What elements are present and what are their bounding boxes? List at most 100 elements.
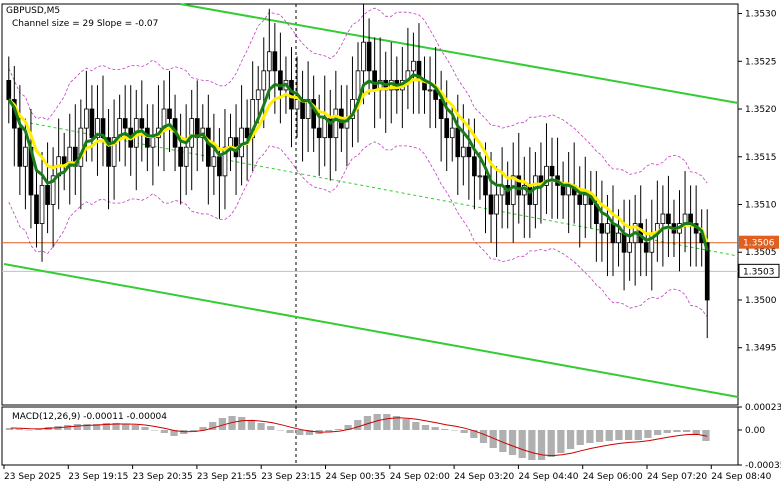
- candle-body: [549, 165, 555, 177]
- time-tick-label: 24 Sep 08:40: [711, 472, 771, 482]
- candle-body: [272, 51, 278, 72]
- candle-body: [627, 242, 632, 253]
- macd-histogram-bar: [189, 430, 198, 431]
- candle-body: [45, 185, 50, 205]
- macd-histogram-bar: [83, 424, 91, 430]
- macd-tick-label: 0.00023: [745, 403, 781, 413]
- price-tick-label: 1.3530: [745, 10, 777, 20]
- price-tick-label: 1.3495: [745, 344, 777, 354]
- time-tick-label: 24 Sep 02:00: [390, 472, 450, 482]
- channel-lower-line: [3, 263, 739, 398]
- moving-averages: [7, 73, 709, 252]
- macd-histogram-bar: [160, 430, 168, 433]
- candle-body: [84, 108, 89, 129]
- current-price-tag: [738, 263, 780, 278]
- level-price-label: 1.3506: [743, 239, 775, 249]
- macd-histogram-bar: [305, 430, 314, 435]
- macd-histogram-bar: [537, 430, 546, 460]
- candle-body: [704, 242, 710, 301]
- macd-histogram-bar: [247, 420, 256, 430]
- candle-body: [510, 175, 516, 205]
- candle-body: [183, 146, 189, 167]
- envelope-lower: [8, 141, 708, 317]
- candle-body: [444, 118, 450, 139]
- macd-histogram-bar: [344, 425, 352, 430]
- candle-body: [39, 185, 45, 224]
- time-tick-label: 24 Sep 07:20: [647, 472, 707, 482]
- current-price-label: 1.3503: [743, 267, 775, 277]
- macd-histogram-bar: [673, 430, 681, 432]
- candle-body: [211, 156, 217, 167]
- candle-body: [372, 70, 377, 91]
- candle-body: [122, 118, 128, 129]
- macd-tick-label: -0.00035: [745, 461, 781, 471]
- candle-body: [167, 108, 172, 119]
- candle-body: [616, 232, 621, 244]
- candle-body: [316, 127, 322, 139]
- macd-histogram-bar: [508, 430, 517, 455]
- candle-body: [660, 213, 666, 224]
- candle-body: [599, 223, 605, 234]
- macd-histogram-bar: [450, 430, 459, 431]
- macd-histogram-bar: [460, 430, 468, 433]
- candle-body: [582, 194, 588, 205]
- candle-body: [427, 89, 433, 92]
- time-tick-label: 23 Sep 20:35: [133, 472, 193, 482]
- macd-histogram-bar: [566, 430, 575, 449]
- macd-histogram-bar: [373, 414, 381, 430]
- envelope-bands: [8, 7, 708, 317]
- candle-body: [89, 108, 95, 139]
- candle-body: [477, 175, 483, 178]
- candle-body: [244, 127, 250, 139]
- macd-histogram-bar: [267, 426, 275, 430]
- macd-histogram-bar: [199, 427, 207, 430]
- candle-body: [322, 118, 328, 139]
- macd-label: MACD(12,26,9) -0.00011 -0.00004: [12, 412, 167, 422]
- macd-histogram-bar: [479, 430, 488, 443]
- candle-body: [666, 213, 671, 224]
- macd-histogram-bar: [151, 430, 159, 431]
- macd-histogram-bar: [692, 430, 700, 434]
- macd-histogram-bar: [431, 427, 439, 430]
- price-tick-label: 1.3520: [745, 105, 777, 115]
- time-tick-label: 24 Sep 00:35: [326, 472, 386, 482]
- macd-histogram-bar: [441, 429, 449, 430]
- price-tick-label: 1.3500: [745, 296, 777, 306]
- macd-histogram-bar: [102, 423, 110, 430]
- candle-body: [483, 175, 488, 196]
- macd-histogram-bar: [276, 430, 285, 431]
- macd-histogram-bar: [392, 416, 401, 430]
- macd-histogram-bar: [653, 430, 662, 435]
- macd-histogram-bar: [702, 430, 710, 441]
- macd-histogram-bar: [663, 430, 671, 433]
- macd-histogram-bar: [402, 419, 410, 430]
- macd-histogram-bar: [170, 430, 178, 436]
- candle-body: [261, 70, 267, 91]
- candle-body: [178, 146, 183, 167]
- time-tick-label: 23 Sep 19:15: [68, 472, 128, 482]
- candle-body: [577, 194, 583, 205]
- macd-histogram-bar: [238, 417, 246, 430]
- candle-body: [560, 185, 566, 196]
- time-tick-label: 24 Sep 03:20: [454, 472, 514, 482]
- macd-histogram-bar: [595, 430, 604, 442]
- candle-body: [366, 41, 372, 72]
- symbol-label: GBPUSD,M5: [6, 6, 60, 16]
- candle-body: [516, 175, 522, 196]
- candle-body: [106, 137, 111, 167]
- macd-histogram-bar: [605, 430, 613, 441]
- candle-body: [544, 165, 549, 186]
- macd-panel: [6, 414, 710, 460]
- candle-body: [50, 175, 56, 205]
- candle-body: [6, 79, 12, 100]
- level-price-tag: [739, 235, 779, 249]
- axes: 1.35301.35251.35201.35151.35101.35051.35…: [3, 10, 781, 482]
- candle-body: [610, 223, 616, 244]
- macd-histogram-bar: [93, 424, 101, 430]
- candle-body: [139, 118, 145, 129]
- macd-histogram-bar: [73, 424, 81, 430]
- channel-upper-line: [179, 3, 739, 104]
- candle-body: [488, 194, 494, 215]
